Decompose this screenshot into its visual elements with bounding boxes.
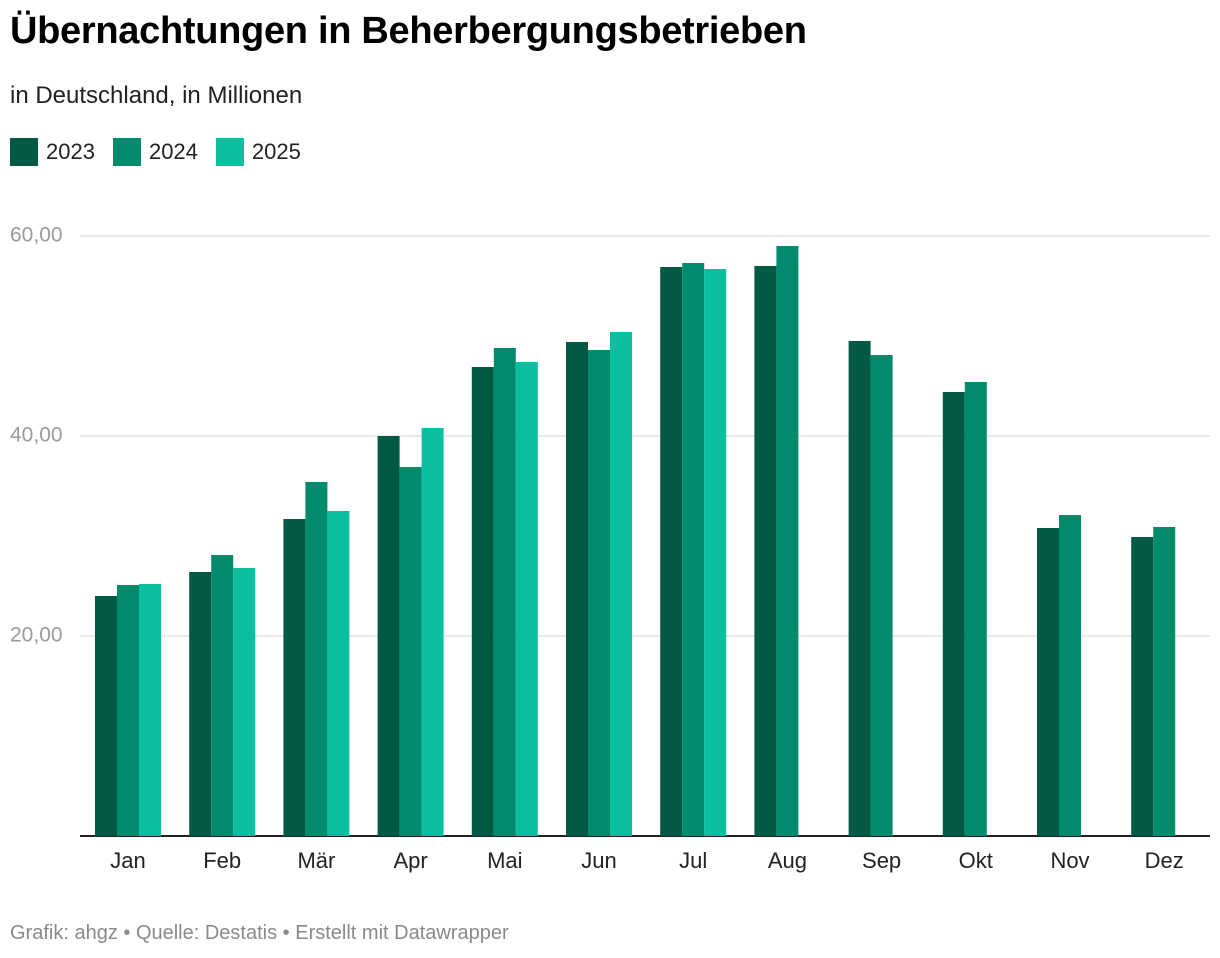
bar-apr-2024 [399, 467, 422, 836]
y-tick-label: 20,00 [10, 624, 63, 647]
x-tick-label: Jul [679, 848, 707, 873]
bar-jan-2023 [95, 596, 117, 836]
bar-jan-2025 [139, 584, 161, 836]
bar-sep-2024 [870, 355, 893, 836]
x-tick-label: Sep [862, 848, 901, 873]
bar-mai-2024 [493, 348, 516, 836]
bar-apr-2023 [377, 436, 400, 836]
bar-mär-2023 [283, 519, 306, 836]
x-tick-label: Feb [203, 848, 241, 873]
bar-feb-2025 [233, 568, 256, 836]
chart-subtitle: in Deutschland, in Millionen [10, 82, 303, 109]
legend-swatch-2024 [112, 138, 141, 166]
y-tick-label: 60,00 [10, 224, 63, 247]
bar-dez-2023 [1131, 537, 1154, 836]
legend-label-2024: 2024 [148, 139, 198, 164]
bar-mai-2023 [471, 367, 494, 836]
x-tick-label: Mai [487, 848, 522, 873]
bar-jun-2024 [588, 350, 610, 836]
bars [95, 246, 1176, 836]
x-tick-label: Jun [581, 848, 616, 873]
bar-jun-2025 [610, 332, 632, 836]
bar-mär-2024 [305, 482, 328, 836]
bar-chart: 20,00 40,00 60,00 Jan Feb Mär Apr Mai Jun Jul Aug S… [10, 224, 1210, 873]
legend-item-2024: 2024 [112, 138, 198, 166]
bar-feb-2023 [189, 572, 212, 836]
bar-feb-2024 [211, 555, 234, 836]
legend-item-2023: 2023 [10, 138, 95, 166]
legend-swatch-2023 [10, 138, 38, 166]
legend: 2023 2024 2025 [10, 138, 301, 166]
x-tick-label: Nov [1050, 848, 1089, 873]
chart-title: Übernachtungen in Beherbergungsbetrieben [10, 10, 807, 52]
bar-okt-2023 [942, 392, 965, 836]
bar-dez-2024 [1153, 527, 1176, 836]
bar-okt-2024 [964, 382, 987, 836]
x-tick-label: Jan [110, 848, 145, 873]
bar-nov-2023 [1037, 528, 1059, 836]
bar-jul-2025 [704, 269, 727, 836]
bar-sep-2023 [848, 341, 871, 836]
bar-apr-2025 [421, 428, 444, 836]
bar-aug-2024 [776, 246, 799, 836]
bar-nov-2024 [1059, 515, 1081, 836]
x-tick-label: Aug [768, 848, 807, 873]
x-tick-label: Okt [959, 848, 993, 873]
bar-jul-2023 [660, 267, 683, 836]
gridlines [80, 235, 1210, 837]
x-tick-label: Mär [297, 848, 335, 873]
x-tick-label: Apr [393, 848, 427, 873]
footer-credits: Grafik: ahgz • Quelle: Destatis • Erstel… [10, 922, 509, 944]
bar-jun-2023 [566, 342, 588, 836]
bar-mär-2025 [327, 511, 350, 836]
labels: 20,00 40,00 60,00 Jan Feb Mär Apr Mai Jun Jul Aug S… [10, 224, 1184, 873]
legend-label-2025: 2025 [251, 139, 301, 164]
y-tick-label: 40,00 [10, 424, 63, 447]
legend-item-2025: 2025 [215, 138, 301, 166]
x-tick-label: Dez [1145, 848, 1184, 873]
bar-aug-2023 [754, 266, 777, 836]
bar-jan-2024 [117, 585, 139, 836]
bar-mai-2025 [515, 362, 538, 836]
legend-swatch-2025 [215, 138, 244, 166]
bar-jul-2024 [682, 263, 705, 836]
legend-label-2023: 2023 [46, 139, 95, 164]
